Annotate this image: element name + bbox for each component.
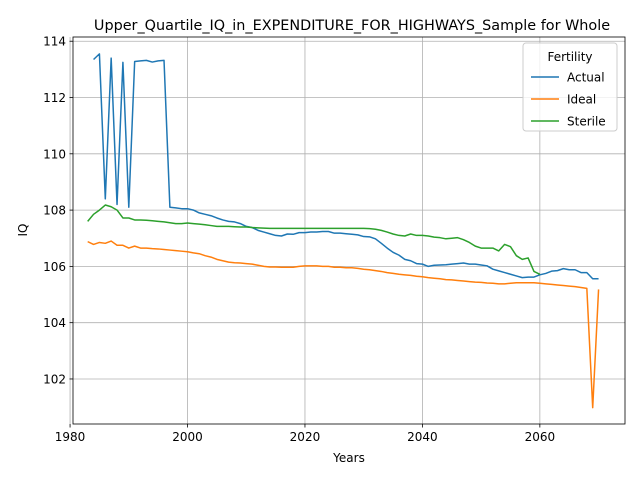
legend: Fertility Actual Ideal Sterile [522, 42, 618, 132]
legend-label-actual: Actual [567, 71, 605, 85]
x-tick-label: 2000 [172, 430, 203, 444]
y-tick-label: 102 [43, 372, 66, 386]
chart-title: Upper_Quartile_IQ_in_EXPENDITURE_FOR_HIG… [94, 18, 610, 34]
y-tick-label: 114 [43, 35, 66, 49]
y-tick-label: 104 [43, 316, 66, 330]
x-axis-ticks: 1980 2000 2020 2040 2060 [55, 424, 555, 444]
x-axis-label: Years [332, 451, 365, 465]
series-line-actual [93, 53, 599, 280]
y-tick-label: 110 [43, 147, 66, 161]
legend-label-ideal: Ideal [567, 93, 596, 107]
legend-items: Actual Ideal Sterile [531, 71, 606, 129]
series-lines [87, 53, 600, 409]
y-axis-label: IQ [16, 224, 30, 237]
x-tick-label: 1980 [55, 430, 86, 444]
y-tick-label: 106 [43, 260, 66, 274]
y-tick-label: 112 [43, 91, 66, 105]
series-line-ideal [87, 240, 600, 409]
y-axis-ticks: 102 104 106 108 110 112 114 [43, 35, 73, 386]
x-tick-label: 2060 [525, 430, 556, 444]
legend-box [522, 42, 618, 132]
series-line-sterile [87, 204, 541, 275]
plot-frame [72, 36, 626, 425]
y-tick-label: 108 [43, 204, 66, 218]
legend-label-sterile: Sterile [567, 115, 606, 129]
x-tick-label: 2020 [290, 430, 321, 444]
legend-title: Fertility [547, 50, 592, 64]
x-tick-label: 2040 [407, 430, 438, 444]
